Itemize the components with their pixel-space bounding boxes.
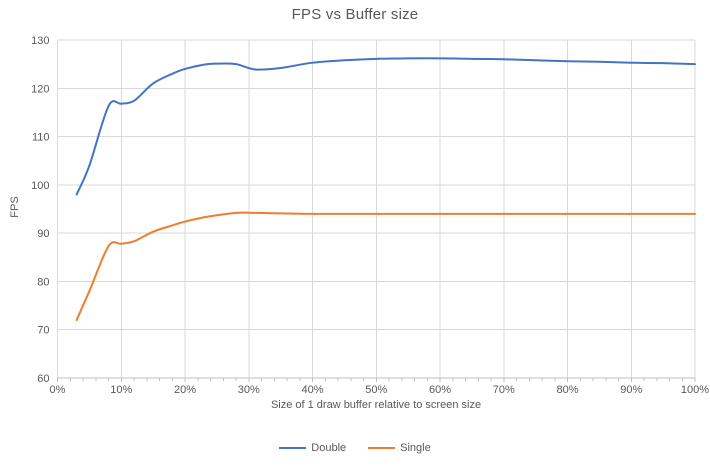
y-tick-label: 120 — [31, 83, 49, 95]
single-line-swatch — [368, 447, 396, 449]
x-tick-label: 10% — [110, 384, 132, 396]
legend-label-double: Double — [311, 442, 347, 454]
y-tick-label: 70 — [37, 325, 49, 337]
x-tick-label: 20% — [174, 384, 196, 396]
series-line-single — [75, 211, 696, 322]
y-tick-label: 130 — [31, 35, 49, 47]
series-line-double — [75, 57, 696, 196]
y-tick-label: 80 — [37, 276, 49, 288]
legend-item-single: Single — [368, 442, 431, 454]
y-tick-label: 100 — [31, 180, 49, 192]
x-tick-label: 100% — [681, 384, 709, 396]
legend: Double Single — [0, 442, 710, 454]
x-tick-label: 40% — [301, 384, 323, 396]
y-tick-label: 60 — [37, 373, 49, 385]
y-axis-title: FPS — [9, 196, 21, 218]
legend-item-double: Double — [279, 442, 346, 454]
y-tick-label: 90 — [37, 228, 49, 240]
x-tick-label: 70% — [493, 384, 515, 396]
x-tick-label: 60% — [429, 384, 451, 396]
x-tick-label: 30% — [238, 384, 260, 396]
x-tick-label: 90% — [620, 384, 642, 396]
double-line-swatch — [279, 447, 307, 449]
x-axis-title: Size of 1 draw buffer relative to screen… — [270, 399, 482, 411]
x-tick-label: 80% — [556, 384, 578, 396]
y-tick-label: 110 — [32, 132, 50, 144]
legend-label-single: Single — [400, 442, 431, 454]
chart-title: FPS vs Buffer size — [291, 6, 419, 23]
x-tick-label: 0% — [50, 384, 66, 396]
x-tick-label: 50% — [365, 384, 387, 396]
